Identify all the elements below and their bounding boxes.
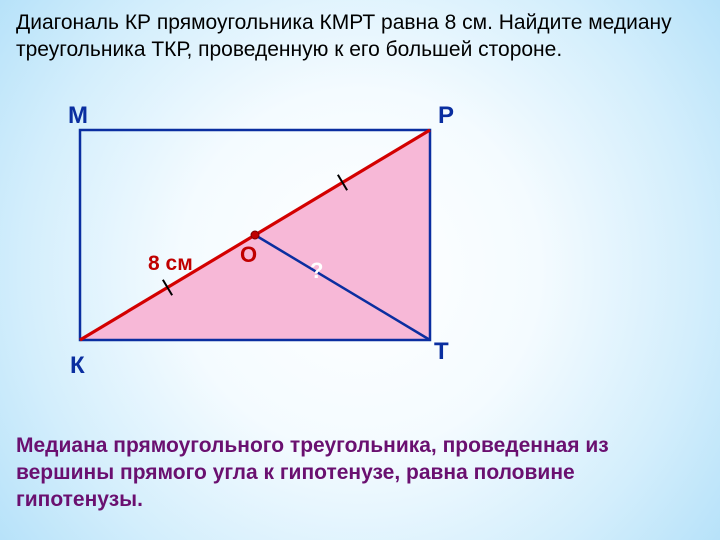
vertex-label-K: К (70, 352, 85, 380)
length-label: 8 см (148, 252, 193, 276)
vertex-label-T: Т (434, 338, 449, 366)
figure-container: М Р К Т О 8 см ? (30, 110, 470, 410)
theorem-text: Медиана прямоугольного треугольника, про… (16, 433, 700, 514)
question-mark: ? (310, 258, 323, 284)
problem-statement: Диагональ КР прямоугольника КМРТ равна 8… (16, 10, 700, 64)
vertex-label-P: Р (438, 102, 454, 130)
vertex-label-M: М (68, 102, 88, 130)
midpoint-label-O: О (240, 242, 257, 268)
